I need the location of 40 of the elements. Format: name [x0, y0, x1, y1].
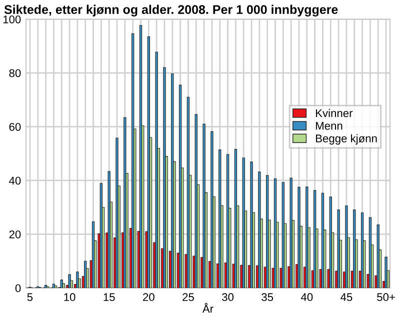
y-tick-label: 60 [9, 122, 21, 131]
legend-label: Menn [316, 122, 342, 130]
bar [60, 280, 63, 288]
bar [306, 186, 308, 288]
bar [298, 186, 300, 288]
x-tick-label: 30 [222, 293, 234, 302]
bar [242, 158, 245, 288]
x-tick-label: 5 [27, 293, 33, 302]
x-tick-label: 35 [262, 293, 274, 302]
legend-label: Begge kjønn [316, 134, 377, 145]
bar [290, 178, 292, 288]
y-tick-label: 100 [3, 15, 21, 24]
x-tick-label: 25 [182, 293, 194, 302]
x-tick-label: 50+ [377, 293, 395, 302]
y-tick-label: 0 [15, 284, 21, 292]
legend-label: Kvinner [316, 108, 353, 118]
bar [108, 171, 110, 288]
x-tick-label: 10 [64, 293, 76, 302]
bar [44, 285, 48, 288]
x-tick-label: 40 [300, 293, 313, 302]
bar [155, 52, 158, 288]
x-axis-title: År [202, 302, 214, 313]
bar [258, 172, 261, 288]
bar [76, 272, 79, 288]
y-tick-label: 40 [9, 176, 21, 185]
x-tick-label: 15 [104, 293, 115, 302]
x-tick-label: 20 [143, 293, 154, 302]
bar [337, 210, 340, 288]
bar [62, 283, 66, 288]
chart-title: Siktede, etter kjønn og alder. 2008. Per 1 000 innbyggere [4, 4, 338, 17]
y-tick-label: 20 [9, 230, 21, 238]
x-tick-label: 45 [340, 293, 352, 302]
bar [68, 274, 71, 288]
bar [171, 73, 174, 288]
y-tick-label: 80 [9, 69, 21, 78]
bar [210, 131, 214, 288]
bar [163, 67, 166, 288]
bar [250, 162, 253, 288]
bar [384, 256, 388, 288]
bar [202, 124, 206, 288]
